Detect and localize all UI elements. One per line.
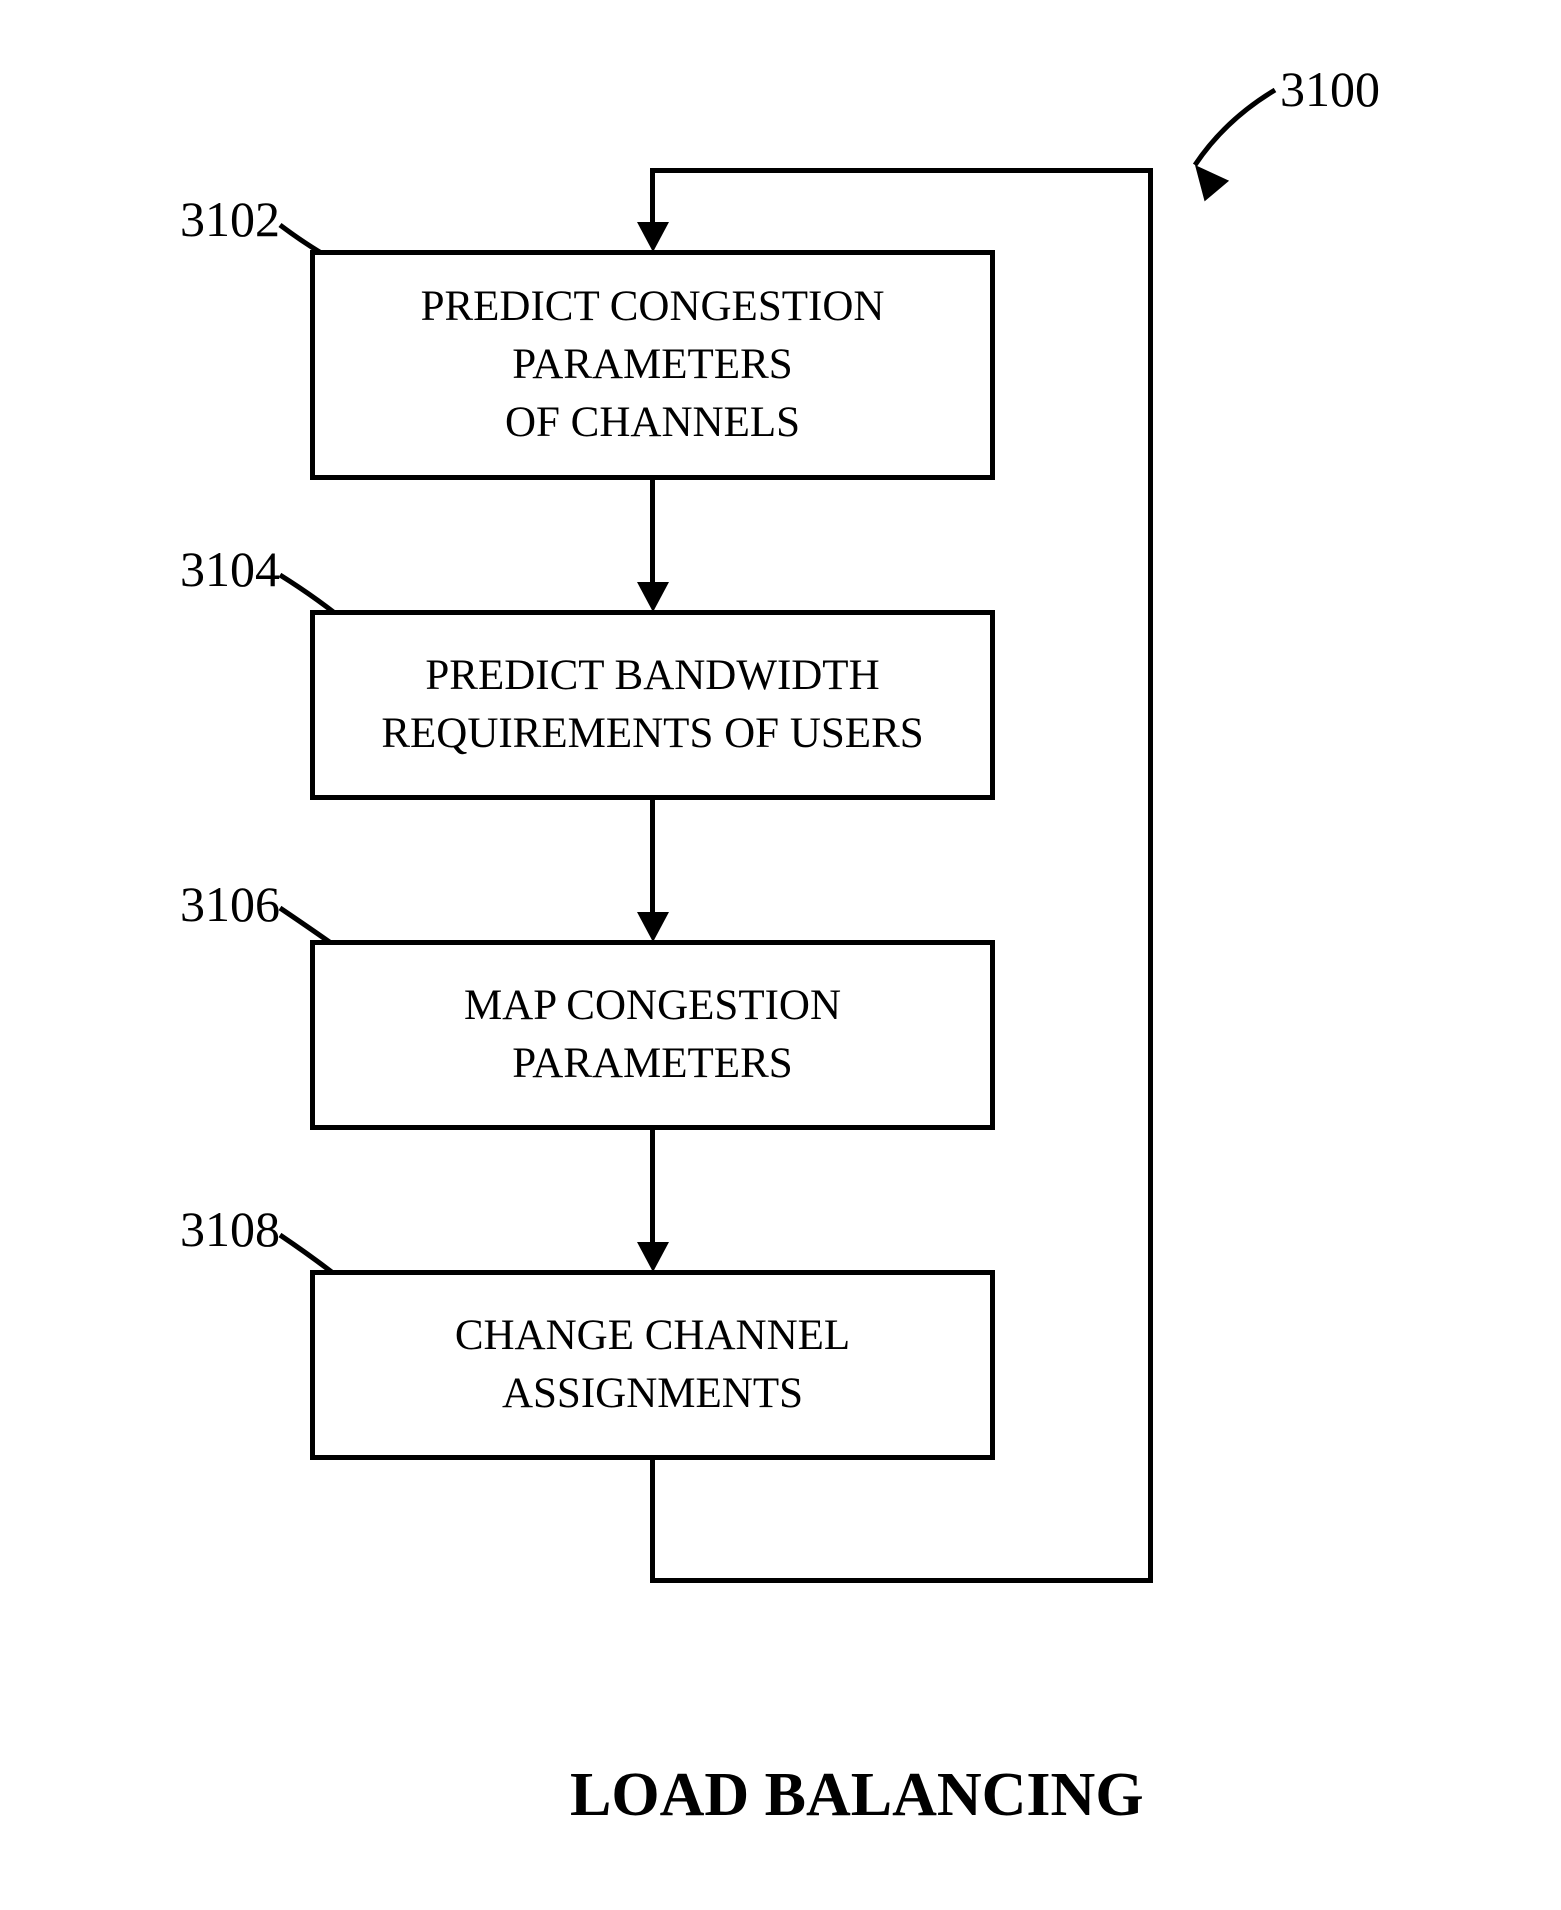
flowchart-node-3106: MAP CONGESTIONPARAMETERS xyxy=(310,940,995,1130)
node-text-line: OF CHANNELS xyxy=(505,394,800,452)
feedback-seg-e xyxy=(650,170,655,222)
figure-title: LOAD BALANCING xyxy=(570,1760,1144,1831)
edge-line-1 xyxy=(650,800,655,912)
edge-arrowhead-0 xyxy=(637,582,669,612)
ref-label-3104: 3104 xyxy=(180,540,280,598)
node-text-line: PARAMETERS xyxy=(512,336,792,394)
edge-line-2 xyxy=(650,1130,655,1242)
flowchart-node-3104: PREDICT BANDWIDTHREQUIREMENTS OF USERS xyxy=(310,610,995,800)
ref-label-3108: 3108 xyxy=(180,1200,280,1258)
feedback-seg-d xyxy=(650,168,1153,173)
feedback-seg-b xyxy=(650,1578,1153,1583)
feedback-seg-a xyxy=(650,1460,655,1580)
edge-arrowhead-1 xyxy=(637,912,669,942)
ref-label-3102: 3102 xyxy=(180,190,280,248)
leader-curve-3100 xyxy=(1195,90,1275,165)
node-text-line: CHANGE CHANNEL xyxy=(455,1307,850,1365)
node-text-line: PREDICT BANDWIDTH xyxy=(425,647,879,705)
node-text-line: REQUIREMENTS OF USERS xyxy=(381,705,923,763)
flowchart-canvas: PREDICT CONGESTIONPARAMETERSOF CHANNELS3… xyxy=(0,0,1561,1910)
leader-arrowhead-3100 xyxy=(1195,165,1229,201)
feedback-arrowhead xyxy=(637,222,669,252)
node-text-line: ASSIGNMENTS xyxy=(502,1365,803,1423)
edge-line-0 xyxy=(650,480,655,582)
node-text-line: PARAMETERS xyxy=(512,1035,792,1093)
ref-label-3106: 3106 xyxy=(180,875,280,933)
node-text-line: PREDICT CONGESTION xyxy=(421,278,885,336)
edge-arrowhead-2 xyxy=(637,1242,669,1272)
feedback-seg-c xyxy=(1148,170,1153,1580)
flowchart-node-3102: PREDICT CONGESTIONPARAMETERSOF CHANNELS xyxy=(310,250,995,480)
figure-ref-label: 3100 xyxy=(1280,60,1380,118)
node-text-line: MAP CONGESTION xyxy=(464,977,841,1035)
flowchart-node-3108: CHANGE CHANNELASSIGNMENTS xyxy=(310,1270,995,1460)
